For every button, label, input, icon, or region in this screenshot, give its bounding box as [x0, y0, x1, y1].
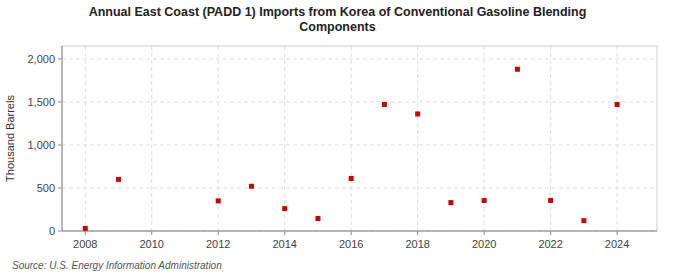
x-tick-label: 2018 [405, 238, 429, 250]
x-tick [151, 231, 152, 235]
title-line: Annual East Coast (PADD 1) Imports from … [89, 5, 587, 19]
x-tick [85, 231, 86, 235]
source-note: Source: U.S. Energy Information Administ… [12, 260, 222, 271]
data-point [282, 206, 287, 211]
data-points [83, 67, 620, 231]
y-grid-line [62, 58, 657, 59]
x-tick-label: 2010 [140, 238, 164, 250]
x-grid-line [417, 46, 418, 231]
data-point [83, 226, 88, 231]
title: Annual East Coast (PADD 1) Imports from … [89, 5, 587, 34]
data-point [548, 198, 553, 203]
data-point [382, 102, 387, 107]
x-grid-line [85, 46, 86, 231]
y-tick [58, 187, 62, 188]
data-point [315, 216, 320, 221]
title-line: Components [299, 20, 375, 34]
y-grid-line [62, 231, 657, 232]
x-tick [417, 231, 418, 235]
y-axis-label: Thousand Barrels [4, 95, 16, 182]
x-grid-line [284, 46, 285, 231]
x-tick-label: 2016 [339, 238, 363, 250]
y-tick-label: 2,000 [27, 53, 55, 65]
chart-container: Annual East Coast (PADD 1) Imports from … [0, 0, 675, 275]
y-tick-label: 500 [37, 182, 55, 194]
plot-frame [62, 46, 657, 231]
data-point [349, 176, 354, 181]
y-tick [58, 231, 62, 232]
y-tick [58, 101, 62, 102]
x-tick [484, 231, 485, 235]
x-tick [284, 231, 285, 235]
data-point [515, 67, 520, 72]
data-point [581, 218, 586, 223]
x-tick-label: 2012 [206, 238, 230, 250]
x-grid-line [151, 46, 152, 231]
axes: 0 500 1,000 1,500 2,000 2008 2010 2012 2014 2016 2… [27, 46, 657, 250]
page: {"chart_data": {"type": "scatter", "titl… [0, 0, 675, 275]
y-tick-label: 1,000 [27, 139, 55, 151]
y-tick-label: 0 [49, 225, 55, 237]
x-tick [218, 231, 219, 235]
x-tick-label: 2020 [472, 238, 496, 250]
data-point [216, 198, 221, 203]
x-tick-label: 2008 [73, 238, 97, 250]
x-grid-line [550, 46, 551, 231]
data-point [482, 198, 487, 203]
x-tick-label: 2022 [538, 238, 562, 250]
x-tick [351, 231, 352, 235]
x-axis-line [62, 231, 657, 232]
y-tick-label: 1,500 [27, 96, 55, 108]
x-grid-line [617, 46, 618, 231]
data-point [615, 102, 620, 107]
data-point [448, 200, 453, 205]
data-point [116, 177, 121, 182]
x-tick-label: 2014 [272, 238, 296, 250]
x-tick [617, 231, 618, 235]
y-axis-line [62, 46, 63, 231]
x-tick [550, 231, 551, 235]
y-tick [58, 144, 62, 145]
data-point [415, 111, 420, 116]
chart-svg: Annual East Coast (PADD 1) Imports from … [0, 0, 675, 275]
grid [62, 46, 657, 231]
data-point [249, 184, 254, 189]
x-grid-line [351, 46, 352, 231]
y-tick [58, 58, 62, 59]
x-tick-label: 2024 [605, 238, 629, 250]
x-grid-line [484, 46, 485, 231]
